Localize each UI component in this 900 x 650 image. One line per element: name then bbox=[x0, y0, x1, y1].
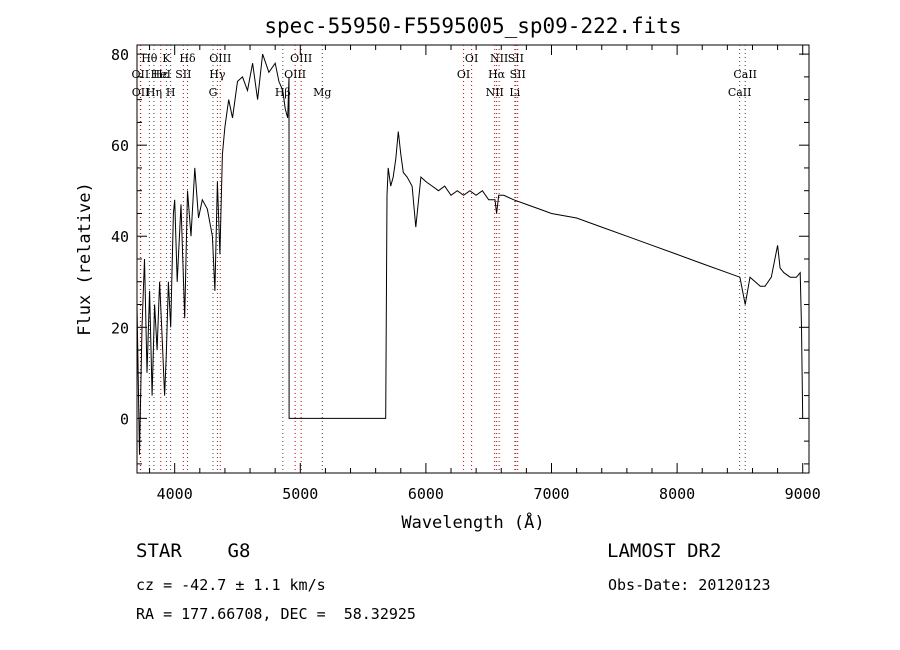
line-label-12: G bbox=[209, 86, 218, 99]
line-label-13: OIII bbox=[290, 52, 312, 65]
line-label-21: Hα bbox=[488, 68, 506, 81]
line-label-18: OI bbox=[457, 68, 470, 81]
x-tick-label: 5000 bbox=[282, 485, 318, 503]
x-tick-label: 6000 bbox=[408, 485, 444, 503]
line-label-8: Hη bbox=[146, 86, 162, 99]
x-tick-label: 7000 bbox=[533, 485, 569, 503]
y-tick-label: 60 bbox=[111, 137, 129, 155]
y-tick-label: 80 bbox=[111, 46, 129, 64]
line-label-0: Hθ bbox=[141, 52, 158, 65]
y-axis: 0 20 40 60 80 bbox=[111, 46, 809, 465]
line-label-14: OIII bbox=[284, 68, 306, 81]
x-axis: 4000 5000 6000 7000 8000 9000 bbox=[149, 45, 821, 503]
spectrum-line bbox=[136, 53, 804, 455]
x-axis-label: Wavelength (Å) bbox=[401, 511, 544, 533]
observation-date: Obs-Date: 20120123 bbox=[608, 576, 771, 594]
line-label-24: Li bbox=[509, 86, 520, 99]
x-tick-label: 4000 bbox=[157, 485, 193, 503]
x-tick-label: 8000 bbox=[659, 485, 695, 503]
y-tick-label: 20 bbox=[111, 319, 129, 337]
survey-name: LAMOST DR2 bbox=[607, 540, 722, 562]
line-label-25: CaII bbox=[733, 68, 757, 81]
y-axis-label: Flux (relative) bbox=[75, 182, 95, 336]
line-label-9: H bbox=[166, 86, 176, 99]
plot-frame bbox=[136, 44, 810, 474]
line-label-4: Hε bbox=[153, 68, 169, 81]
line-label-6: SII bbox=[175, 68, 191, 81]
line-label-20: SII bbox=[508, 52, 524, 65]
object-class: STAR G8 bbox=[136, 540, 251, 562]
line-label-23: NII bbox=[486, 86, 504, 99]
sky-coordinates: RA = 177.66708, DEC = 58.32925 bbox=[136, 605, 416, 623]
redshift-velocity: cz = -42.7 ± 1.1 km/s bbox=[136, 576, 326, 594]
line-label-3: OII bbox=[132, 68, 150, 81]
y-tick-label: 0 bbox=[120, 410, 129, 428]
line-label-2: Hδ bbox=[179, 52, 196, 65]
line-label-11: Hγ bbox=[209, 68, 226, 81]
x-tick-label: 9000 bbox=[785, 485, 821, 503]
line-label-19: NII bbox=[490, 52, 508, 65]
line-label-10: OIII bbox=[209, 52, 231, 65]
line-label-16: Mg bbox=[313, 86, 331, 99]
line-label-5: HeI bbox=[151, 68, 171, 81]
line-label-17: OI bbox=[465, 52, 478, 65]
line-label-26: CaII bbox=[728, 86, 752, 99]
line-label-7: OII bbox=[132, 86, 150, 99]
y-tick-label: 40 bbox=[111, 228, 129, 246]
line-label-1: K bbox=[162, 52, 171, 65]
chart-title: spec-55950-F5595005_sp09-222.fits bbox=[264, 14, 681, 38]
line-label-22: SII bbox=[510, 68, 526, 81]
